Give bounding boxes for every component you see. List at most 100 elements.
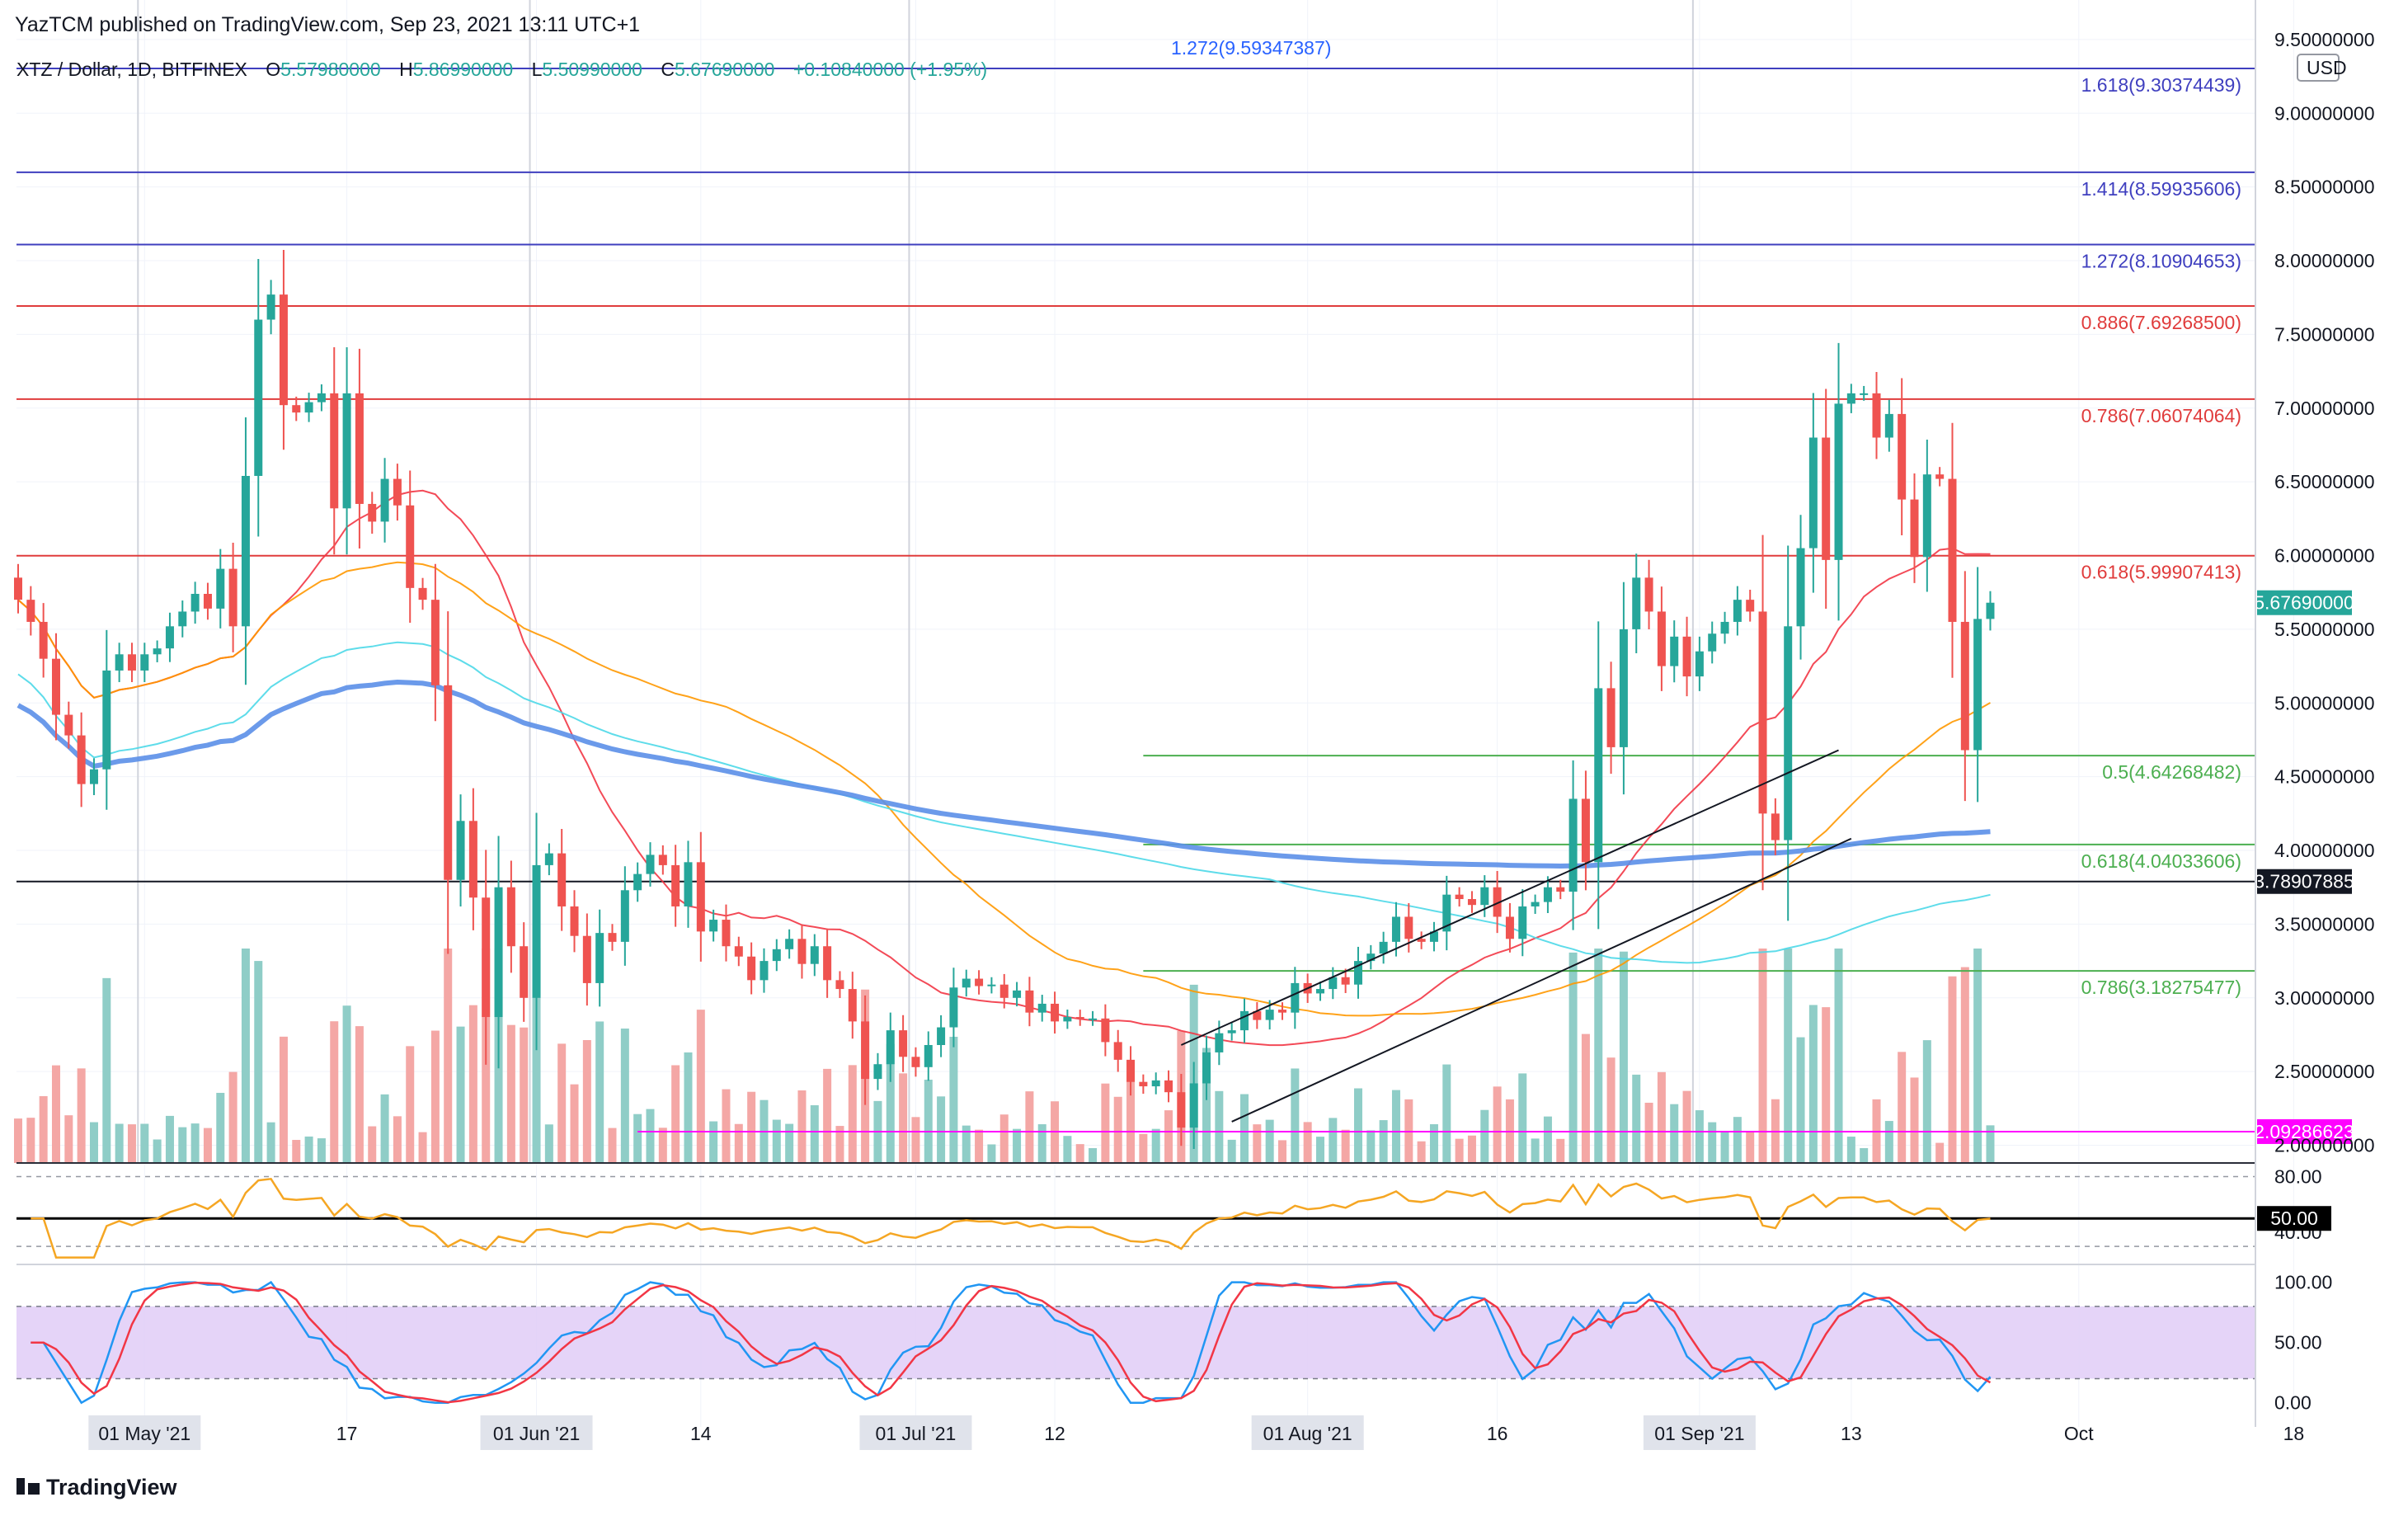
volume-bar xyxy=(89,1122,98,1163)
symbol-label: XTZ / Dollar, 1D, BITFINEX xyxy=(16,59,247,80)
channel-line xyxy=(1231,837,1852,1123)
candle-body xyxy=(393,478,402,506)
volume-bar xyxy=(684,1052,693,1163)
volume-bar xyxy=(1467,1135,1476,1163)
volume-bar xyxy=(1518,1073,1527,1163)
volume-bar xyxy=(810,1104,819,1163)
volume-bar xyxy=(1973,949,1982,1163)
candle-body xyxy=(1872,393,1881,438)
tradingview-logo[interactable]: TradingView xyxy=(16,1475,178,1500)
candle-body xyxy=(1240,1010,1249,1031)
volume-bar xyxy=(203,1128,212,1163)
candle-body xyxy=(1075,1017,1084,1019)
channel-line xyxy=(1180,749,1839,1046)
stoch-tick-label: 100.00 xyxy=(2274,1272,2332,1293)
currency-box[interactable] xyxy=(2297,54,2340,82)
current-price-text: 5.67690000 xyxy=(2254,592,2354,614)
price-tick-label: 3.50000000 xyxy=(2274,913,2375,935)
candle-body xyxy=(1834,403,1843,560)
volume-bar xyxy=(1670,1104,1679,1163)
candle-body xyxy=(1013,990,1022,998)
candle-body xyxy=(1455,894,1464,900)
candle-body xyxy=(279,294,288,406)
candle-body xyxy=(1467,899,1476,906)
volume-bar xyxy=(279,1036,288,1163)
candle-body xyxy=(1113,1042,1122,1060)
price-tick-label: 6.00000000 xyxy=(2274,545,2375,567)
candle-body xyxy=(1822,437,1831,560)
high-label: H xyxy=(399,59,413,80)
price-axis[interactable]: 9.50000000 9.00000000 8.50000000 8.00000000… xyxy=(2274,29,2375,1156)
candle-body xyxy=(1505,916,1514,939)
volume-bar xyxy=(633,1113,642,1163)
candle-body xyxy=(1771,813,1780,840)
fib-levels: 1.618(9.30374439) 1.414(8.59935606) 1.272(… xyxy=(16,67,2354,1144)
volume-bar xyxy=(949,1037,958,1163)
candle-body xyxy=(696,862,705,932)
trend-channel xyxy=(1180,749,1852,1123)
candle-body xyxy=(1594,688,1603,863)
candle-body xyxy=(1518,906,1527,939)
candle-body xyxy=(1935,474,1945,479)
candle-body xyxy=(1846,393,1855,404)
time-tick-label: 18 xyxy=(2283,1423,2305,1444)
candle-body xyxy=(1227,1030,1236,1033)
volume-bar xyxy=(1265,1119,1274,1163)
volume-bar xyxy=(1884,1121,1893,1163)
time-tick-label: Oct xyxy=(2064,1423,2094,1444)
candle-body xyxy=(1695,651,1704,677)
volume-bar xyxy=(14,1118,22,1163)
fib-label: 0.5(4.64268482) xyxy=(2102,761,2241,783)
candle-body xyxy=(1898,413,1907,500)
volume-bar xyxy=(1037,1124,1046,1163)
volume-bar xyxy=(380,1094,389,1163)
time-tick-label: 17 xyxy=(336,1423,358,1444)
candle-body xyxy=(544,853,553,865)
volume-bar xyxy=(1834,949,1843,1163)
volume-bar xyxy=(582,1040,591,1163)
publisher-text: YazTCM published on TradingView.com, Sep… xyxy=(15,13,640,36)
volume-bar xyxy=(77,1068,86,1163)
volume-bar xyxy=(1202,1048,1211,1163)
candle-body xyxy=(1126,1059,1136,1082)
volume-bar xyxy=(292,1140,301,1163)
candle-body xyxy=(1948,478,1957,622)
candle-body xyxy=(620,890,629,942)
fib-label: 0.786(7.06074064) xyxy=(2081,405,2241,426)
candle-body xyxy=(1037,1003,1046,1013)
volume-bar xyxy=(1682,1090,1691,1163)
candle-body xyxy=(1733,600,1742,622)
volume-bar xyxy=(1493,1086,1502,1163)
candle-body xyxy=(165,626,174,649)
volume-bar xyxy=(506,1024,515,1163)
change-value: +0.10840000 (+1.95%) xyxy=(793,59,987,80)
candle-body xyxy=(810,946,819,964)
candle-body xyxy=(1657,611,1666,666)
volume-bar xyxy=(1796,1037,1805,1163)
candle-body xyxy=(1682,636,1691,677)
volume-bar xyxy=(1746,1132,1755,1163)
volume-bar xyxy=(1632,1074,1641,1163)
candle-body xyxy=(1404,916,1413,939)
fib-label: 0.886(7.69268500) xyxy=(2081,312,2241,333)
candle-body xyxy=(1986,602,1995,619)
price-tick-label: 5.00000000 xyxy=(2274,692,2375,713)
price-tick-label: 4.50000000 xyxy=(2274,766,2375,788)
candle-body xyxy=(532,864,541,998)
volume-bar xyxy=(1606,1057,1616,1163)
candle-body xyxy=(266,294,275,320)
candle-body xyxy=(1784,626,1793,840)
candle-body xyxy=(1189,1083,1198,1128)
volume-bar xyxy=(1113,1096,1122,1163)
candle-body xyxy=(203,594,212,609)
volume-bar xyxy=(1556,1138,1565,1163)
candle-body xyxy=(747,956,756,981)
candle-body xyxy=(975,978,984,986)
volume-bar xyxy=(1353,1088,1362,1163)
volume-bar xyxy=(241,949,250,1163)
time-axis[interactable]: 01 May '21 17 01 Jun '21 14 01 Jul '21 12 01 A… xyxy=(88,1415,2304,1450)
volume-bar xyxy=(1315,1137,1324,1163)
candle-body xyxy=(1973,619,1982,751)
